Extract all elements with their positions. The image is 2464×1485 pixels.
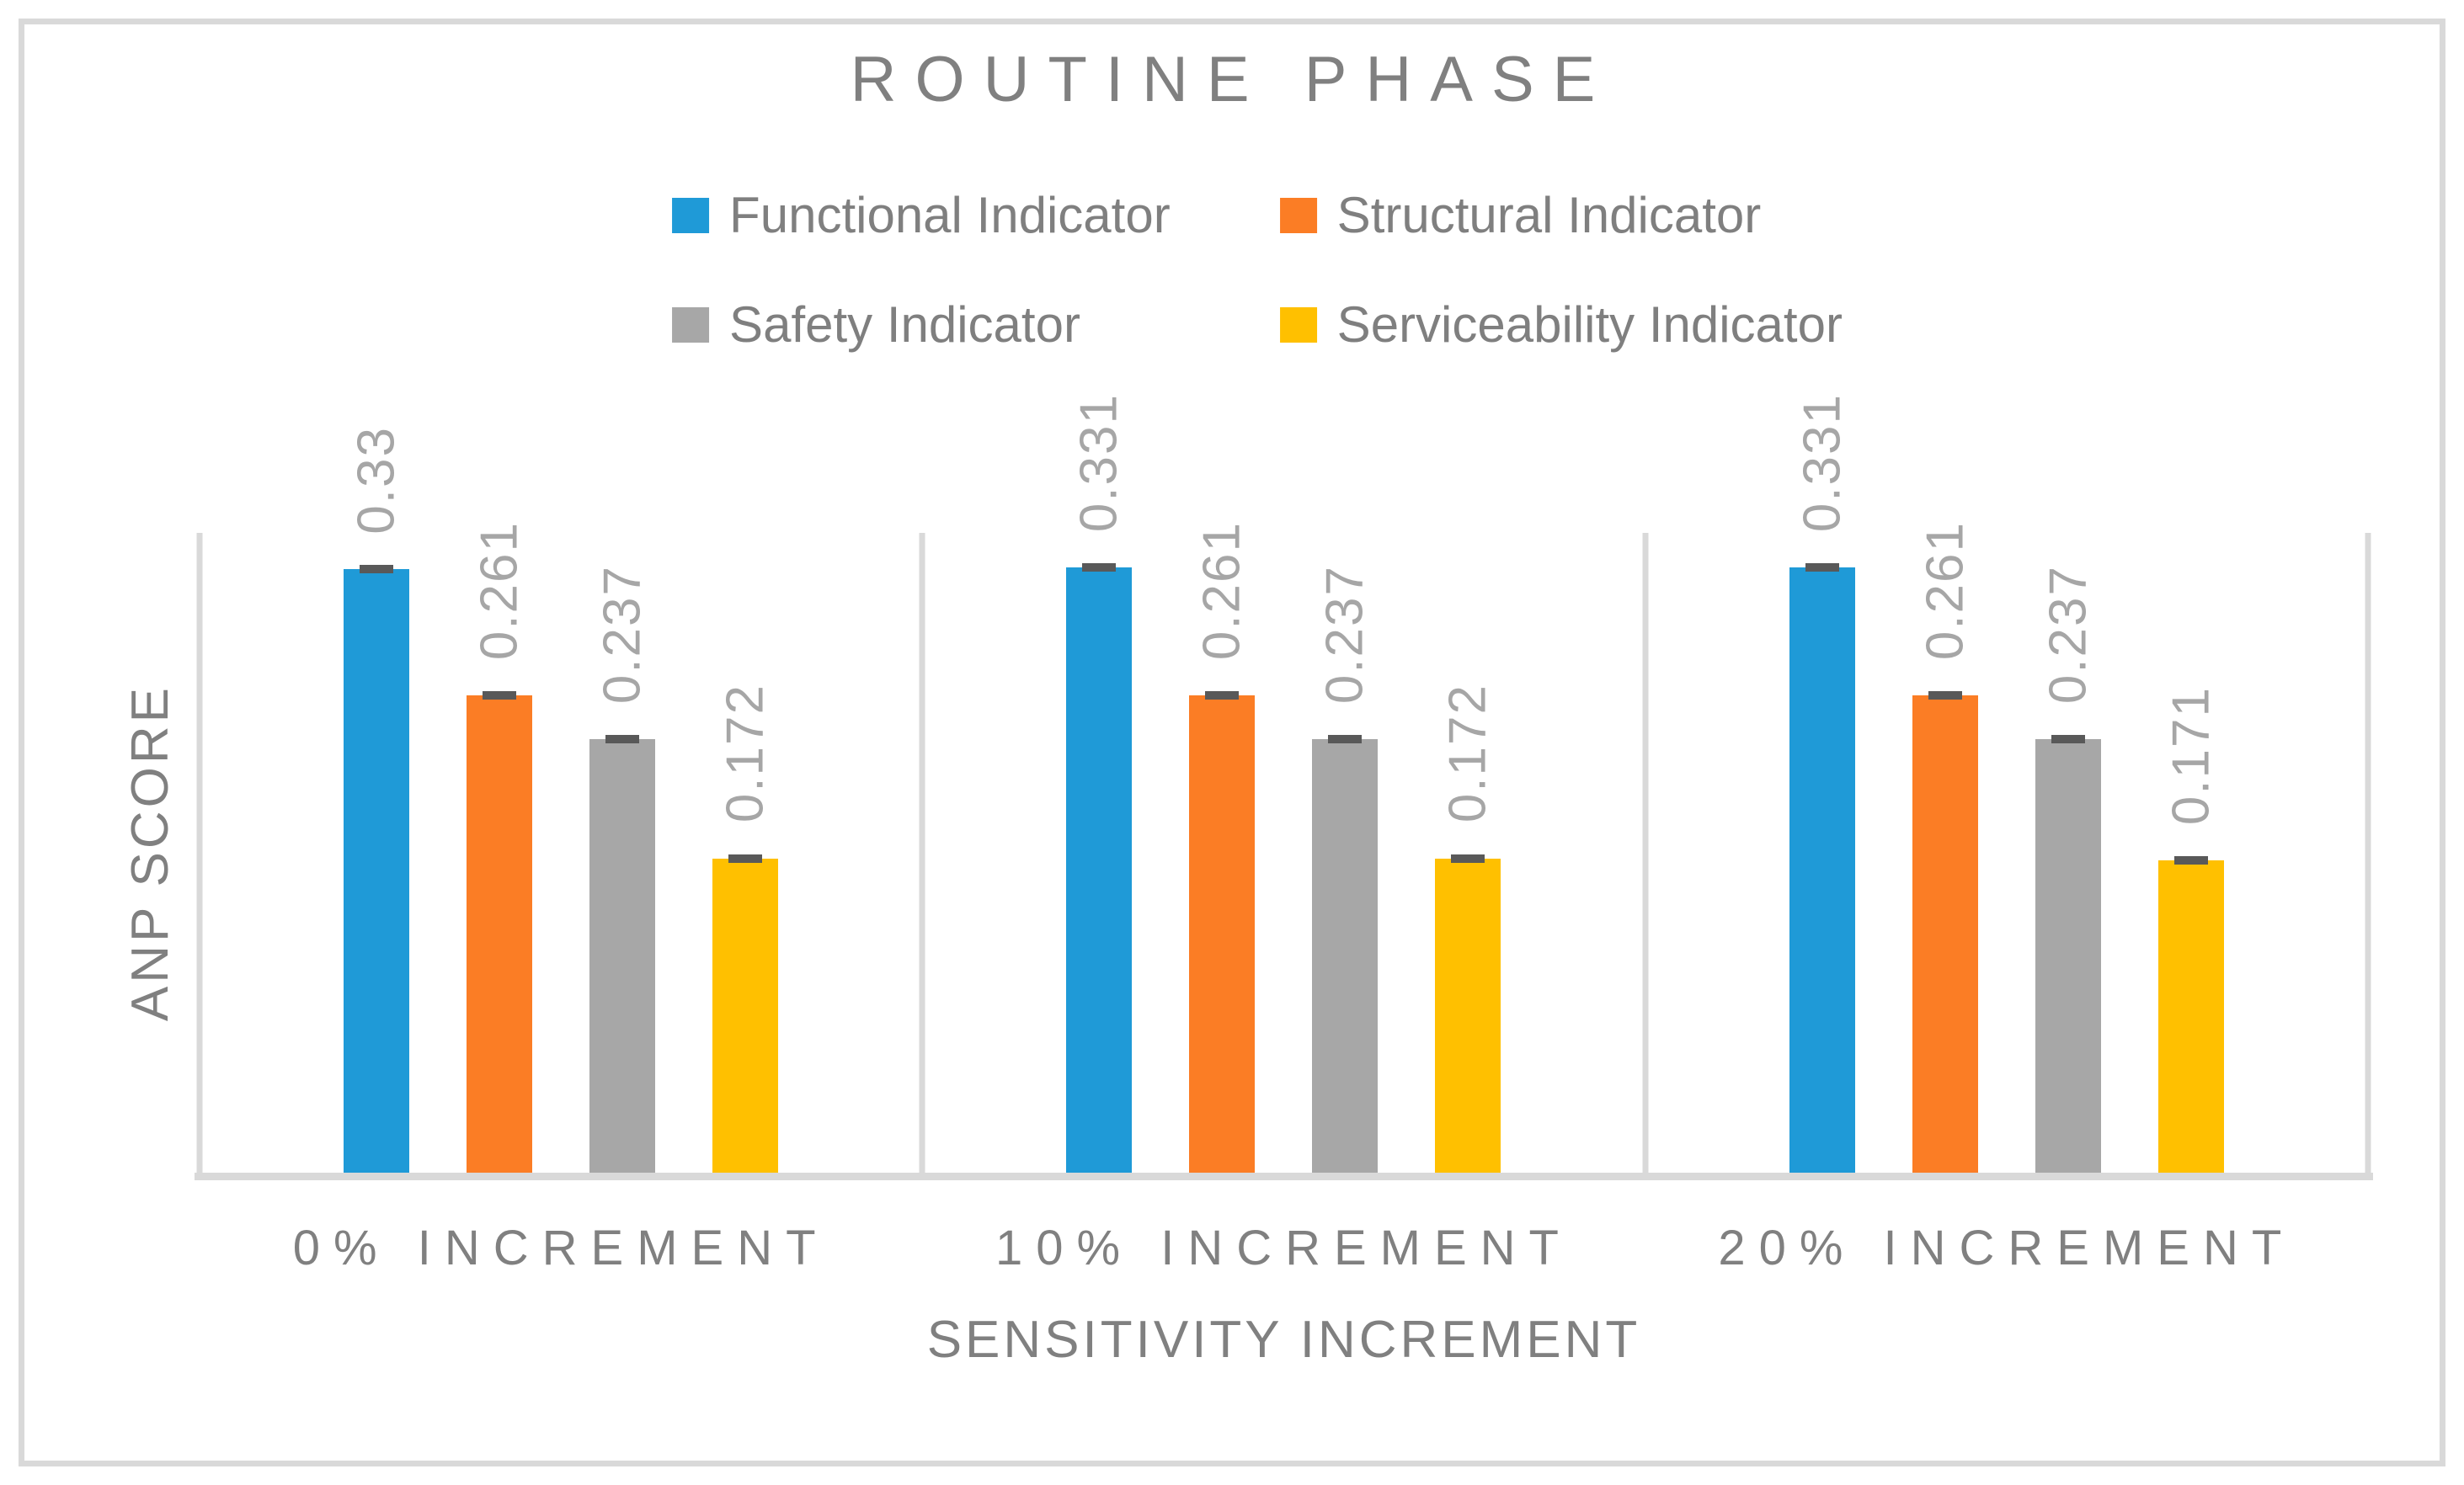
bar-slot: 0.172 xyxy=(684,533,807,1173)
bar-slot: 0.171 xyxy=(2130,533,2253,1173)
bar-functional-indicator xyxy=(344,569,410,1173)
bar-slot: 0.331 xyxy=(1761,393,1884,1173)
bar-slot: 0.331 xyxy=(1037,393,1160,1173)
bar-group-10-increment: 0.331 0.261 0.237 0.172 xyxy=(922,393,1645,1173)
legend-label-serviceability-indicator: Serviceability Indicator xyxy=(1336,296,1843,353)
error-bar-cap xyxy=(483,691,517,700)
bar-serviceability-indicator xyxy=(1435,858,1501,1173)
bar-structural-indicator xyxy=(1189,695,1256,1173)
legend-label-structural-indicator: Structural Indicator xyxy=(1336,187,1762,243)
bar-value-label: 0.261 xyxy=(470,521,529,661)
x-axis-line xyxy=(195,1173,2373,1180)
bar-slot: 0.261 xyxy=(438,521,561,1173)
bar-groups: 0.33 0.261 0.237 0.172 0.331 0.261 0.237 0.172 0… xyxy=(200,393,2368,1173)
error-bar-cap xyxy=(360,565,394,574)
x-axis-category-labels: 0% INCREMENT 10% INCREMENT 20% INCREMENT xyxy=(200,1219,2368,1278)
bar-value-label: 0.331 xyxy=(1069,393,1128,533)
bar-value-label: 0.33 xyxy=(347,425,406,535)
x-axis-label-20-increment: 20% INCREMENT xyxy=(1718,1221,2296,1275)
error-bar-cap xyxy=(1328,735,1363,744)
bar-functional-indicator xyxy=(1066,567,1133,1173)
error-bar-cap xyxy=(1928,691,1962,700)
y-axis-title: ANP SCORE xyxy=(120,684,179,1022)
chart-title: ROUTINE PHASE xyxy=(850,44,1614,115)
legend: Functional Indicator Structural Indicator… xyxy=(672,185,1843,355)
bar-serviceability-indicator xyxy=(712,858,779,1173)
x-axis-label-0-increment: 0% INCREMENT xyxy=(292,1221,829,1275)
bar-group-20-increment: 0.331 0.261 0.237 0.171 xyxy=(1645,393,2368,1173)
error-bar-cap xyxy=(605,735,640,744)
error-bar-cap xyxy=(1205,691,1240,700)
legend-item-functional-indicator: Functional Indicator xyxy=(672,185,1171,246)
bar-structural-indicator xyxy=(1912,695,1978,1173)
bar-slot: 0.261 xyxy=(1160,521,1283,1173)
legend-marker-safety-indicator xyxy=(672,307,710,343)
bar-slot: 0.237 xyxy=(1283,533,1406,1173)
category-separator-line xyxy=(919,533,925,1173)
bar-safety-indicator xyxy=(2035,739,2101,1173)
x-axis-title: SENSITIVITY INCREMENT xyxy=(926,1311,1641,1369)
category-separator-line xyxy=(1642,533,1649,1173)
bar-functional-indicator xyxy=(1789,567,1855,1173)
category-separator-line xyxy=(196,533,203,1173)
legend-marker-serviceability-indicator xyxy=(1279,307,1317,343)
legend-marker-structural-indicator xyxy=(1279,198,1317,233)
legend-label-functional-indicator: Functional Indicator xyxy=(729,187,1171,243)
bar-safety-indicator xyxy=(1312,739,1379,1173)
error-bar-cap xyxy=(2051,735,2085,744)
x-axis-label-10-increment: 10% INCREMENT xyxy=(995,1221,1572,1275)
bar-slot: 0.237 xyxy=(561,533,684,1173)
bar-value-label: 0.261 xyxy=(1916,521,1975,661)
bar-serviceability-indicator xyxy=(2157,860,2224,1173)
bar-slot: 0.33 xyxy=(315,426,438,1173)
y-axis-title-wrap: ANP SCORE xyxy=(109,533,190,1173)
bar-value-label: 0.331 xyxy=(1793,393,1852,533)
bar-value-label: 0.172 xyxy=(716,684,775,823)
bar-value-label: 0.172 xyxy=(1438,684,1497,823)
legend-item-serviceability-indicator: Serviceability Indicator xyxy=(1279,295,1843,355)
error-bar-cap xyxy=(2173,855,2208,865)
bar-value-label: 0.237 xyxy=(1315,565,1374,705)
error-bar-cap xyxy=(1451,854,1485,863)
legend-label-safety-indicator: Safety Indicator xyxy=(729,296,1080,353)
bar-safety-indicator xyxy=(589,739,656,1173)
error-bar-cap xyxy=(1082,563,1117,572)
bar-value-label: 0.237 xyxy=(2039,565,2098,705)
error-bar-cap xyxy=(1805,563,1839,572)
legend-marker-functional-indicator xyxy=(672,198,710,233)
bar-slot: 0.237 xyxy=(2007,533,2130,1173)
bar-structural-indicator xyxy=(467,695,533,1173)
bar-slot: 0.261 xyxy=(1884,521,2007,1173)
bar-group-0-increment: 0.33 0.261 0.237 0.172 xyxy=(200,426,922,1173)
error-bar-cap xyxy=(728,854,763,863)
bar-value-label: 0.237 xyxy=(593,565,652,705)
legend-item-structural-indicator: Structural Indicator xyxy=(1279,185,1762,246)
category-separator-line xyxy=(2365,533,2371,1173)
bar-value-label: 0.261 xyxy=(1192,521,1251,661)
bar-slot: 0.172 xyxy=(1406,533,1529,1173)
legend-item-safety-indicator: Safety Indicator xyxy=(672,295,1080,355)
bar-value-label: 0.171 xyxy=(2162,685,2221,825)
plot-area: 0.33 0.261 0.237 0.172 0.331 0.261 0.237 0.172 0… xyxy=(195,393,2373,1180)
